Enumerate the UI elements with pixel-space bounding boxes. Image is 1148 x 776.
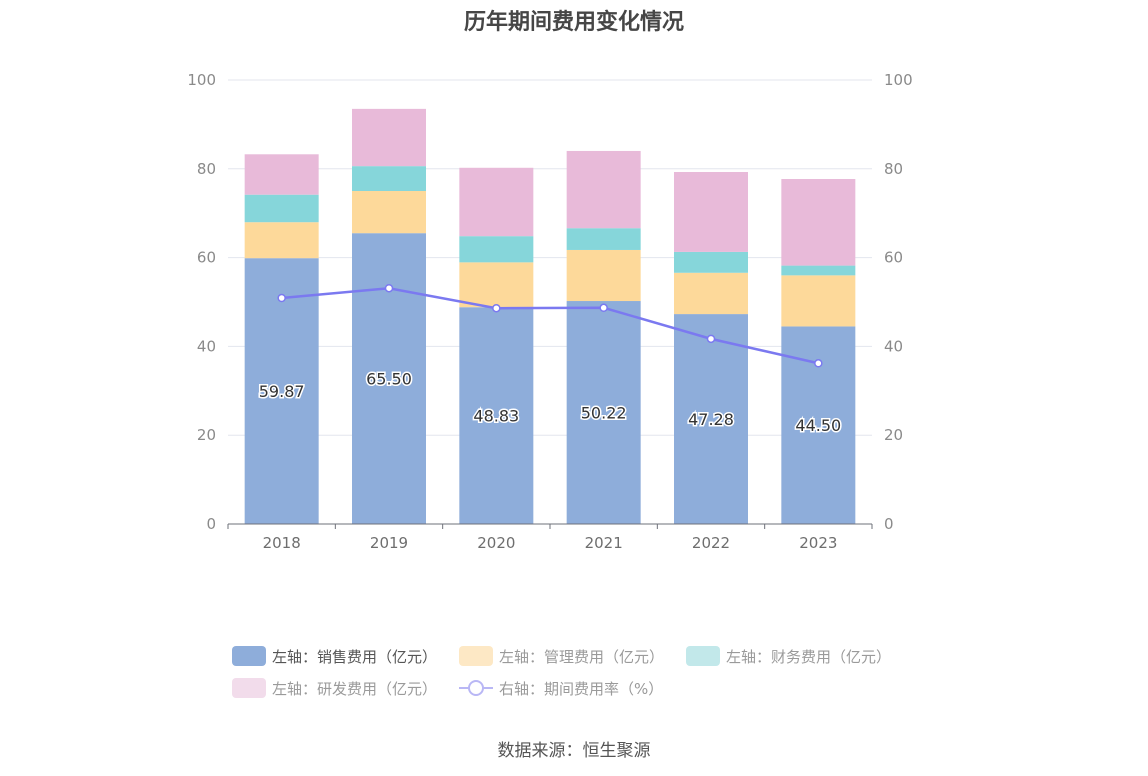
expense-ratio-point [814,359,823,368]
bar-segment [459,307,534,524]
y-right-tick-label: 100 [884,71,913,89]
bar-segment [244,258,319,524]
legend-item-finance[interactable]: 左轴：财务费用（亿元） [686,646,891,667]
bar-segment [459,167,534,237]
bar-segment [352,166,426,191]
y-left-tick-label: 40 [197,337,216,355]
y-left-tick-label: 60 [197,249,216,267]
bar-segment [674,272,748,315]
data-label: 44.50 [795,416,841,435]
y-right-tick-label: 40 [884,337,903,355]
expense-ratio-point [277,293,286,303]
expense-ratio-point [599,303,608,313]
bar-segment [566,301,641,524]
legend-item-admin[interactable]: 左轴：管理费用（亿元） [459,646,664,667]
chart-title: 历年期间费用变化情况 [463,10,684,35]
legend-item-rnd[interactable]: 左轴：研发费用（亿元） [232,678,437,699]
bar-segment [352,108,426,167]
legend-swatch [232,646,266,666]
bar-segment [244,222,319,259]
data-label: 50.22 [581,404,627,423]
bar-segment [781,265,856,276]
y-left-tick-label: 0 [206,515,216,533]
bar-segment [566,228,641,250]
legend-line-icon [459,678,494,698]
y-left-tick-label: 100 [187,71,216,89]
bar-segment [459,236,534,263]
data-label: 48.83 [473,407,519,426]
expense-ratio-point [706,334,716,344]
data-label: 59.87 [259,382,305,401]
data-source: 数据来源：恒生聚源 [497,741,651,761]
y-left-tick-label: 20 [197,426,216,444]
y-right-tick-label: 60 [884,249,903,267]
bar-segment [244,154,319,195]
y-left-tick-label: 80 [197,160,216,178]
legend-swatch [459,646,494,666]
legend-item-expense-ratio[interactable]: 右轴：期间费用率（%） [459,678,663,699]
x-tick-label: 2022 [692,534,730,552]
legend-swatch [232,678,266,698]
expense-ratio-line [281,286,819,365]
y-right-tick-label: 0 [884,515,894,533]
data-label: 65.50 [366,370,412,389]
bar-segment [674,171,748,252]
bar-segment [459,262,534,308]
bar-segment [566,249,641,302]
x-tick-label: 2023 [799,534,837,552]
bar-segment [674,251,748,273]
legend-swatch [686,646,721,666]
legend-label: 左轴：管理费用（亿元） [499,647,665,666]
bar-segment [566,150,641,229]
x-tick-label: 2021 [585,534,623,552]
bar-segment [781,179,856,266]
legend-label: 左轴：销售费用（亿元） [272,647,438,666]
x-tick-label: 2020 [477,534,515,552]
legend-label: 左轴：研发费用（亿元） [272,679,438,698]
legend-item-sales[interactable]: 左轴：销售费用（亿元） [232,646,437,667]
bar-segment [781,275,856,327]
legend-label: 右轴：期间费用率（%） [499,679,664,698]
chart-legend: 左轴：销售费用（亿元） 左轴：管理费用（亿元） 左轴：财务费用（亿元） 左轴：研… [232,640,952,704]
expense-ratio-point [384,283,394,293]
y-right-tick-label: 20 [884,426,903,444]
bar-segment [674,314,748,524]
legend-label: 左轴：财务费用（亿元） [726,647,892,666]
bar-segment [352,191,426,234]
y-right-tick-label: 80 [884,160,903,178]
x-tick-label: 2019 [370,534,408,552]
chart-plot: 0 20 40 60 80 100 0 20 40 60 80 100 2018 2019 2020 2021… [187,71,913,552]
expense-ratio-point [492,303,501,313]
data-label: 47.28 [688,410,734,429]
bar-segment [244,194,319,223]
bar-segment [352,233,426,524]
x-tick-label: 2018 [263,534,301,552]
